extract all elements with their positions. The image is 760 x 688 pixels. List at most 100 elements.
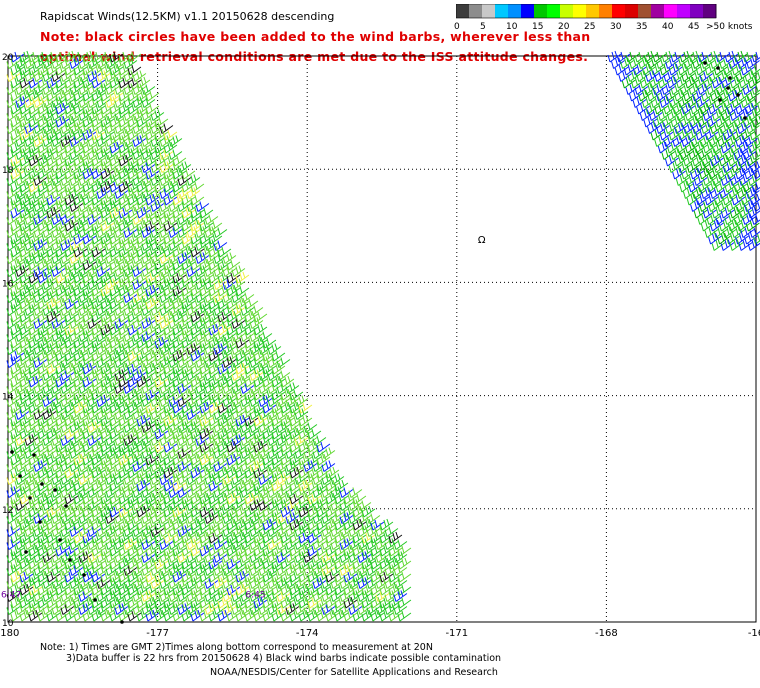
wind-barb <box>724 50 739 63</box>
wind-barb <box>181 558 196 570</box>
wind-barb <box>15 188 30 199</box>
wind-barb <box>195 552 210 563</box>
wind-barb <box>711 142 726 154</box>
wind-barb <box>384 578 399 589</box>
wind-barb <box>82 142 97 154</box>
wind-barb <box>123 486 138 498</box>
wind-barb <box>127 570 142 583</box>
wind-barb <box>96 448 111 459</box>
wind-barb <box>141 291 156 303</box>
wind-barb <box>190 466 205 479</box>
wind-barb <box>15 357 30 368</box>
wind-barb <box>208 440 223 453</box>
wind-barb <box>701 90 715 102</box>
wind-barb <box>15 239 30 251</box>
wind-barb <box>114 123 129 134</box>
wind-barb <box>168 162 183 173</box>
wind-barb <box>123 136 138 147</box>
wind-barb <box>168 487 183 498</box>
wind-barb <box>154 336 169 349</box>
wind-barb <box>159 123 174 134</box>
wind-barb <box>132 604 147 615</box>
wind-barb <box>136 531 151 544</box>
wind-barb <box>177 161 192 173</box>
wind-barb <box>163 258 178 271</box>
contamination-dot <box>728 76 732 80</box>
wind-barb <box>702 76 717 89</box>
wind-barb <box>307 505 322 518</box>
wind-barb <box>105 487 120 498</box>
wind-barb <box>657 141 672 154</box>
wind-barb <box>699 135 713 147</box>
wind-barb <box>384 564 399 576</box>
wind-barb <box>330 513 345 524</box>
wind-barb <box>64 505 79 518</box>
wind-barb <box>127 206 142 219</box>
wind-barb <box>648 77 663 89</box>
wind-barb <box>82 271 97 284</box>
wind-barb <box>6 239 21 251</box>
wind-barb <box>73 246 88 258</box>
wind-barb <box>60 370 75 381</box>
wind-barb <box>19 388 34 401</box>
wind-barb <box>682 155 697 167</box>
wind-barb <box>105 278 120 290</box>
wind-barb <box>204 279 219 290</box>
wind-barb <box>325 479 340 492</box>
wind-barb <box>19 336 34 349</box>
wind-barb <box>614 64 629 76</box>
wind-barb <box>123 461 138 472</box>
wind-barb <box>145 337 160 349</box>
wind-barb <box>195 474 210 485</box>
wind-barb <box>262 428 277 440</box>
wind-barb <box>6 279 21 290</box>
wind-barb <box>321 591 336 602</box>
wind-barb <box>51 318 66 329</box>
wind-barb <box>307 428 322 440</box>
wind-barb <box>298 402 313 414</box>
wind-barb <box>240 500 255 511</box>
wind-barb <box>118 401 133 414</box>
wind-barb <box>717 102 732 115</box>
wind-barb <box>276 552 291 563</box>
wind-barb <box>697 214 712 225</box>
wind-barb <box>312 552 327 563</box>
wind-barb <box>181 285 196 297</box>
wind-barb <box>217 453 232 466</box>
wind-barb <box>132 253 147 264</box>
wind-barb <box>28 324 43 336</box>
wind-barb <box>105 461 120 472</box>
wind-barb <box>28 259 43 271</box>
wind-barb <box>100 167 115 180</box>
wind-barb <box>706 116 721 128</box>
wind-barb <box>208 480 223 492</box>
wind-barb <box>684 110 699 121</box>
wind-barb <box>744 200 758 212</box>
wind-barb <box>42 408 57 420</box>
wind-barb <box>6 578 21 589</box>
wind-barb <box>722 193 737 206</box>
wind-barb <box>69 539 84 550</box>
wind-barb <box>280 414 295 427</box>
wind-barb <box>240 305 255 316</box>
wind-barb <box>639 109 654 121</box>
wind-barb <box>312 564 327 576</box>
wind-barb <box>199 389 214 401</box>
wind-barb <box>195 513 210 524</box>
wind-barb <box>172 259 187 271</box>
wind-barb <box>28 479 43 492</box>
wind-barb <box>154 532 169 544</box>
wind-barb <box>55 89 70 102</box>
wind-barb <box>82 259 97 271</box>
wind-barb <box>742 115 757 128</box>
wind-barb <box>150 539 165 550</box>
wind-barb <box>645 70 660 82</box>
wind-barb <box>222 538 237 550</box>
wind-barb <box>73 453 88 466</box>
wind-barb <box>199 584 214 596</box>
wind-barb <box>199 544 214 557</box>
wind-barb <box>51 266 66 277</box>
wind-barb <box>747 141 760 154</box>
wind-barb <box>141 578 156 589</box>
